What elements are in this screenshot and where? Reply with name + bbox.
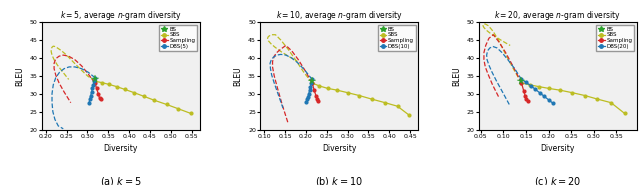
Title: $k = 20$, average $n$-gram diversity: $k = 20$, average $n$-gram diversity bbox=[494, 9, 621, 22]
Y-axis label: BLEU: BLEU bbox=[15, 66, 24, 86]
Y-axis label: BLEU: BLEU bbox=[452, 66, 461, 86]
Y-axis label: BLEU: BLEU bbox=[234, 66, 243, 86]
Text: (a) $k=5$: (a) $k=5$ bbox=[100, 175, 141, 185]
Text: (b) $k=10$: (b) $k=10$ bbox=[315, 175, 364, 185]
X-axis label: Diversity: Diversity bbox=[104, 144, 138, 153]
Text: (c) $k=20$: (c) $k=20$ bbox=[534, 175, 581, 185]
Legend: BS, SBS, Sampling, DBS(5): BS, SBS, Sampling, DBS(5) bbox=[159, 25, 197, 51]
Legend: BS, SBS, Sampling, DBS(10): BS, SBS, Sampling, DBS(10) bbox=[378, 25, 415, 51]
Title: $k = 10$, average $n$-gram diversity: $k = 10$, average $n$-gram diversity bbox=[276, 9, 403, 22]
X-axis label: Diversity: Diversity bbox=[540, 144, 575, 153]
Legend: BS, SBS, Sampling, DBS(20): BS, SBS, Sampling, DBS(20) bbox=[596, 25, 634, 51]
Title: $k = 5$, average $n$-gram diversity: $k = 5$, average $n$-gram diversity bbox=[60, 9, 182, 22]
X-axis label: Diversity: Diversity bbox=[322, 144, 356, 153]
